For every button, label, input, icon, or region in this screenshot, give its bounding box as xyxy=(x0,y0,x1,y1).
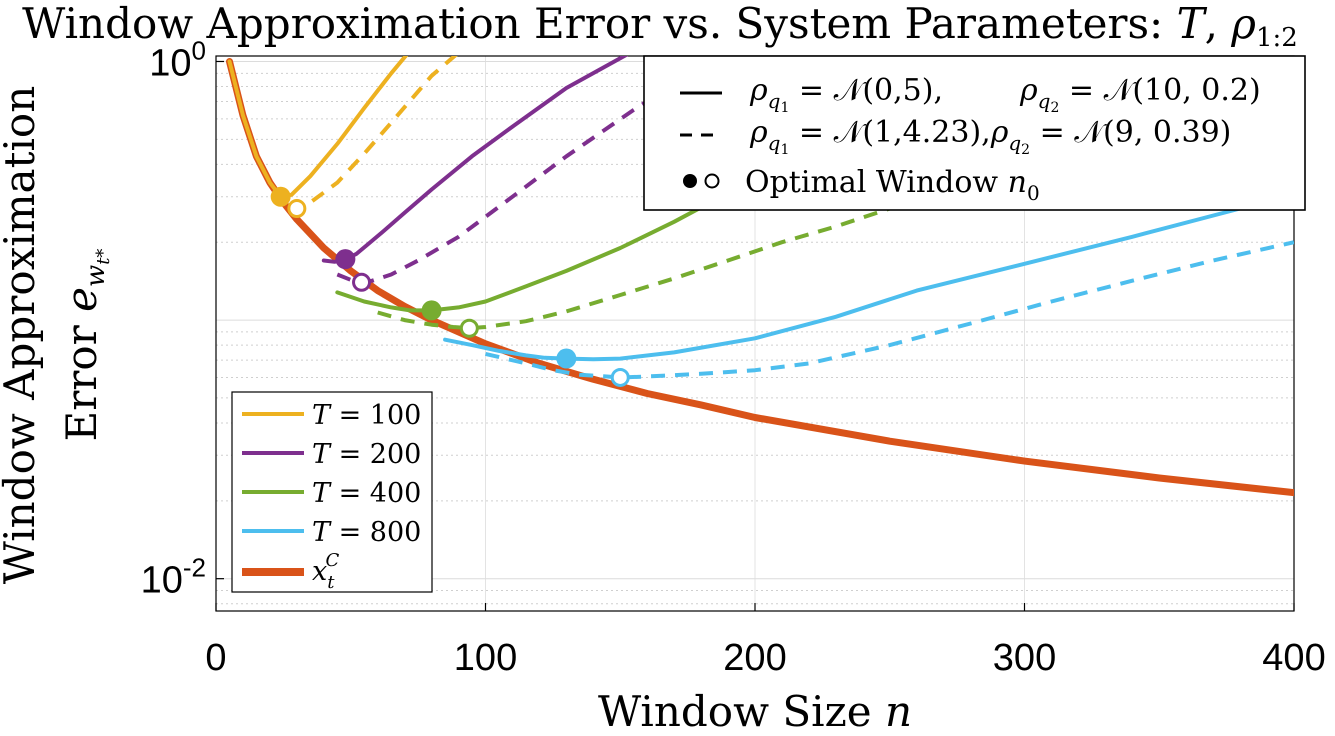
y-axis-label-subsub: t* xyxy=(93,249,114,265)
y-tick-label: 10-2 xyxy=(141,553,206,602)
y-axis: 100 10-2 xyxy=(141,35,224,602)
series-legend-label-T800: T = 800 xyxy=(312,517,421,548)
series-line-T100-solid xyxy=(227,56,409,199)
optimal-window-marker-filled-T100 xyxy=(270,186,291,207)
style-legend-open-marker xyxy=(704,173,720,189)
x-tick-label: 400 xyxy=(1262,637,1325,679)
marker-layer xyxy=(270,186,630,387)
y-axis-label-line1: Window Approximation xyxy=(0,86,44,584)
optimal-window-marker-open-T400 xyxy=(459,318,479,338)
y-tick-label: 100 xyxy=(149,35,206,84)
x-tick-label: 100 xyxy=(454,637,517,679)
x-axis-label-main: Window Size xyxy=(598,687,885,736)
x-axis-label-var: n xyxy=(885,687,912,736)
y-axis-label: Window Approximation Error ewt* xyxy=(0,86,114,584)
chart-title-T: T xyxy=(1177,0,1208,48)
optimal-window-marker-filled-T800 xyxy=(556,348,577,369)
style-legend-filled-marker xyxy=(683,174,697,188)
chart-title-rho-sub: 1:2 xyxy=(1256,23,1298,53)
series-line-T800-dashed xyxy=(485,240,1294,380)
style-legend-box xyxy=(643,55,1306,211)
x-tick-label: 300 xyxy=(993,637,1056,679)
series-line-T100-dashed xyxy=(290,56,458,211)
chart-title-sep: , xyxy=(1205,0,1232,48)
style-legend-solid-label: ρq1 = 𝒩(0,5), xyxy=(749,73,943,116)
series-legend-label-xC: xtC xyxy=(312,550,339,593)
y-axis-label-sub: w xyxy=(81,265,111,287)
series-legend: T = 100 T = 200 T = 400 T = 800 xtC xyxy=(231,391,433,593)
chart-title: Window Approximation Error vs. System Pa… xyxy=(22,0,1298,53)
optimal-window-marker-open-T800 xyxy=(610,367,630,387)
chart-title-rho: ρ xyxy=(1230,0,1256,48)
optimal-window-marker-open-T200 xyxy=(352,272,372,292)
series-legend-label-T200: T = 200 xyxy=(312,439,421,470)
style-legend-optimal-label: Optimal Window n0 xyxy=(745,165,1040,205)
x-axis: 0 100 200 300 400 xyxy=(205,603,1326,679)
x-axis-label: Window Size n xyxy=(598,687,912,736)
optimal-window-marker-filled-T200 xyxy=(335,249,356,270)
chart-title-main: Window Approximation Error vs. System Pa… xyxy=(22,0,1176,48)
style-legend-dashed-label: ρq1 = 𝒩(1,4.23),ρq2 = 𝒩(9, 0.39) xyxy=(749,115,1231,158)
optimal-window-marker-open-T100 xyxy=(287,199,307,219)
x-tick-label: 0 xyxy=(205,637,226,679)
x-tick-label: 200 xyxy=(723,637,786,679)
series-legend-label-T400: T = 400 xyxy=(312,478,421,509)
series-line-T800-solid xyxy=(443,187,1294,362)
style-legend-solid-label-2: ρq2 = 𝒩(10, 0.2) xyxy=(1019,73,1261,116)
series-line-T400-dashed xyxy=(377,206,891,331)
y-axis-label-line2-main: Error xyxy=(57,312,106,442)
series-legend-label-T100: T = 100 xyxy=(312,400,421,431)
style-legend: ρq1 = 𝒩(0,5), ρq2 = 𝒩(10, 0.2) ρq1 = 𝒩(1… xyxy=(643,55,1306,211)
y-axis-label-var: e xyxy=(57,287,106,312)
y-axis-label-line2: Error ewt* xyxy=(57,249,114,442)
optimal-window-marker-filled-T400 xyxy=(421,300,442,321)
